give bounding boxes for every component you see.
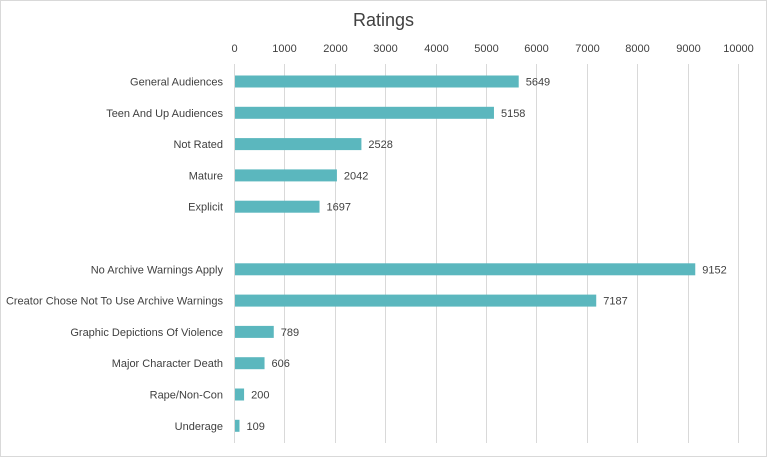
bar xyxy=(235,138,362,151)
data-label: 200 xyxy=(251,390,269,402)
x-tick-label: 2000 xyxy=(323,43,347,55)
chart-title: Ratings xyxy=(352,10,415,30)
category-label: General Audiences xyxy=(130,77,223,89)
data-label: 5158 xyxy=(501,108,525,120)
x-tick-label: 5000 xyxy=(474,43,498,55)
x-tick-label: 6000 xyxy=(524,43,548,55)
x-tick-label: 3000 xyxy=(373,43,397,55)
bar xyxy=(235,106,494,119)
bar xyxy=(235,419,240,432)
data-label: 109 xyxy=(246,421,264,433)
category-label: Not Rated xyxy=(173,139,223,151)
bar xyxy=(235,294,597,307)
data-label: 1697 xyxy=(327,202,351,214)
category-label: Graphic Depictions Of Violence xyxy=(70,327,223,339)
x-tick-label: 7000 xyxy=(575,43,599,55)
data-label: 5649 xyxy=(526,77,550,89)
data-label: 2042 xyxy=(344,170,368,182)
bar xyxy=(235,169,337,182)
data-label: 789 xyxy=(281,327,299,339)
data-label: 9152 xyxy=(702,264,726,276)
bar xyxy=(235,325,274,338)
data-label: 2528 xyxy=(368,139,392,151)
x-tick-label: 10000 xyxy=(723,43,754,55)
data-label: 606 xyxy=(272,358,290,370)
category-label: Explicit xyxy=(188,202,223,214)
x-tick-label: 8000 xyxy=(625,43,649,55)
category-label: Major Character Death xyxy=(112,358,223,370)
x-tick-label: 9000 xyxy=(676,43,700,55)
bar xyxy=(235,357,265,370)
bar xyxy=(235,388,245,401)
data-label: 7187 xyxy=(603,296,627,308)
category-label: No Archive Warnings Apply xyxy=(91,264,224,276)
bar xyxy=(235,75,519,88)
category-label: Rape/Non-Con xyxy=(150,390,223,402)
category-label: Creator Chose Not To Use Archive Warning… xyxy=(6,296,224,308)
category-label: Mature xyxy=(189,170,223,182)
x-tick-label: 4000 xyxy=(424,43,448,55)
bar xyxy=(235,263,696,276)
category-label: Underage xyxy=(175,421,223,433)
x-tick-label: 0 xyxy=(231,43,237,55)
x-tick-label: 1000 xyxy=(272,43,296,55)
category-label: Teen And Up Audiences xyxy=(106,108,223,120)
bar xyxy=(235,200,320,213)
